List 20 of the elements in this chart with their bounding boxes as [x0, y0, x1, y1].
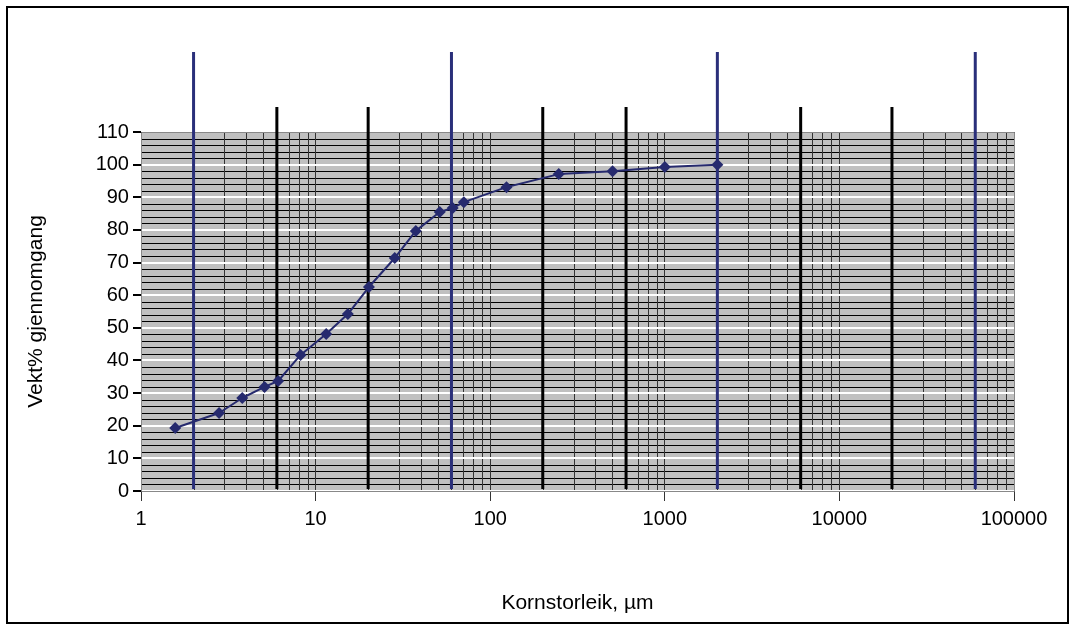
x-tick-label: 1: [135, 506, 147, 529]
x-tick-label: 1000: [642, 506, 688, 529]
y-tick-label: 60: [106, 282, 129, 305]
x-tick-label: 100: [473, 506, 507, 529]
y-tick-label: 10: [106, 445, 129, 468]
y-tick-label: 40: [106, 347, 129, 370]
y-tick-label: 100: [95, 152, 129, 175]
y-tick-label: 70: [106, 250, 129, 273]
y-tick-label: 90: [106, 184, 129, 207]
y-tick-label: 110: [97, 119, 129, 142]
y-tick-label: 0: [117, 478, 129, 501]
y-tick-label: 20: [106, 413, 129, 436]
y-axis-title: Vekt% gjennomgang: [23, 215, 47, 408]
y-tick-label: 50: [106, 315, 129, 338]
y-tick-label: 80: [106, 217, 129, 240]
x-tick-label: 10000: [811, 506, 868, 529]
x-tick-label: 10: [304, 506, 327, 529]
y-tick-label: 30: [106, 380, 129, 403]
x-axis-title: Kornstorleik, µm: [501, 590, 654, 614]
x-tick-label: 100000: [980, 506, 1048, 529]
